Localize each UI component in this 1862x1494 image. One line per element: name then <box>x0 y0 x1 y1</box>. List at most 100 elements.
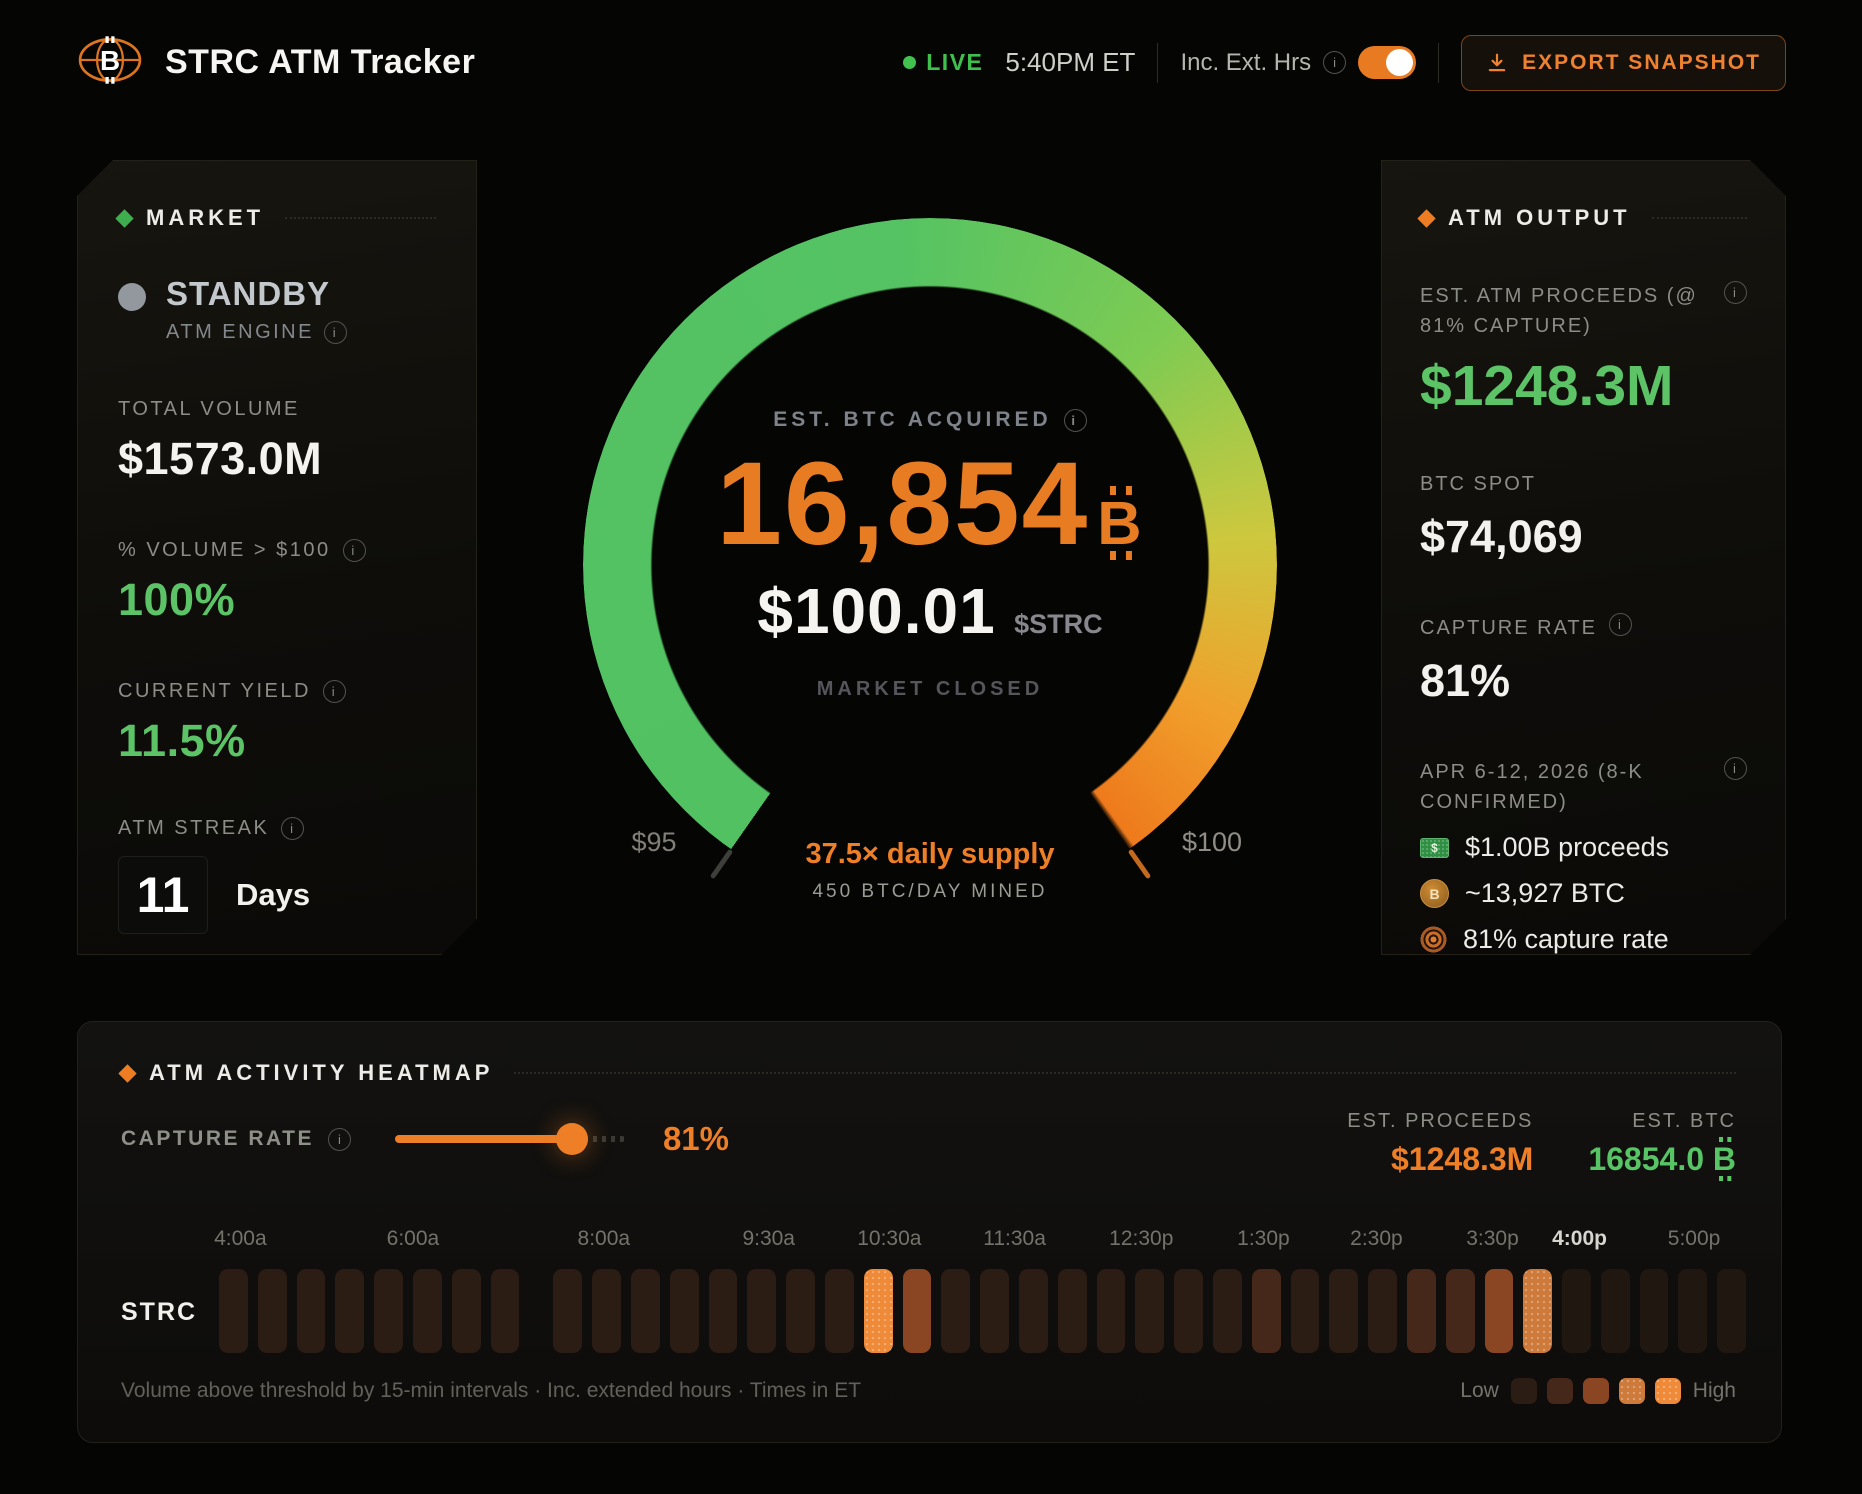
week-item-capture: 81% capture rate <box>1420 924 1747 955</box>
heatmap-cell <box>980 1269 1009 1353</box>
slider-fill <box>394 1135 573 1143</box>
info-icon[interactable] <box>1724 757 1747 780</box>
info-icon[interactable] <box>1609 613 1632 636</box>
legend-high-label: High <box>1692 1379 1736 1402</box>
est-proceeds-stat: EST. ATM PROCEEDS (@ 81% CAPTURE) $1248.… <box>1420 281 1747 419</box>
ext-hours-toggle[interactable] <box>1358 46 1417 79</box>
btc-spot-value: $74,069 <box>1420 511 1583 562</box>
heatmap-cell <box>786 1269 815 1353</box>
current-yield-value: 11.5% <box>118 715 246 766</box>
streak-unit-label: Days <box>236 877 311 912</box>
engine-status-label: ATM ENGINE <box>166 321 314 343</box>
time-tick-label: 12:30p <box>1109 1227 1174 1250</box>
est-proceeds-label: EST. ATM PROCEEDS (@ 81% CAPTURE) <box>1420 285 1698 337</box>
info-icon[interactable] <box>343 539 366 562</box>
est-proceeds-summary-label: EST. PROCEEDS <box>1347 1110 1534 1132</box>
week-item-proceeds: $ $1.00B proceeds <box>1420 832 1747 863</box>
info-icon[interactable] <box>1323 51 1347 74</box>
price-gauge-arc <box>583 218 1277 912</box>
top-bar: B STRC ATM Tracker LIVE 5:40PM ET Inc. E… <box>77 0 1786 125</box>
capture-rate-pct: 81% <box>662 1120 730 1157</box>
heatmap-legend: Low High <box>1460 1378 1736 1404</box>
btc-mined-label: 450 BTC/DAY MINED <box>812 881 1048 902</box>
time-tick-label: 3:30p <box>1466 1227 1519 1250</box>
market-panel: MARKET STANDBY ATM ENGINE TOTAL VOLUME $… <box>77 160 477 955</box>
gauge-title: EST. BTC ACQUIRED <box>773 408 1052 431</box>
atm-output-title: ATM OUTPUT <box>1448 205 1631 230</box>
bitcoin-coin-icon: B <box>1420 879 1449 908</box>
divider <box>1438 42 1440 83</box>
week-item-btc: B ~13,927 BTC <box>1420 878 1747 909</box>
heatmap-header: ATM ACTIVITY HEATMAP <box>118 1060 1736 1086</box>
gauge-min-label: $95 <box>631 827 677 857</box>
legend-swatch <box>1510 1378 1537 1404</box>
info-icon[interactable] <box>1063 408 1087 432</box>
legend-swatch <box>1582 1378 1609 1404</box>
toggle-knob[interactable] <box>1386 49 1414 76</box>
standby-dot-icon <box>118 283 146 311</box>
pct-volume-label: % VOLUME > $100 <box>118 539 331 561</box>
heatmap-cell <box>592 1269 621 1353</box>
heatmap-cell <box>1445 1269 1475 1353</box>
current-yield-label: CURRENT YIELD <box>118 680 311 702</box>
market-status-label: MARKET CLOSED <box>816 678 1044 701</box>
target-icon <box>1420 926 1447 953</box>
heatmap-cell <box>1174 1269 1203 1353</box>
clock: 5:40PM ET <box>1005 47 1136 77</box>
heatmap-cell <box>1096 1269 1126 1353</box>
atm-engine-status: STANDBY ATM ENGINE <box>118 275 436 344</box>
heatmap-row-label: STRC <box>121 1298 198 1326</box>
est-btc-summary-value: 16854.0 B <box>1588 1137 1736 1181</box>
time-tick-label: 6:00a <box>386 1227 440 1250</box>
heatmap-cell <box>374 1269 403 1353</box>
dotted-rule <box>514 1072 1736 1074</box>
heatmap-cell <box>1484 1269 1514 1353</box>
info-icon[interactable] <box>281 817 304 840</box>
heatmap-cell <box>1212 1269 1242 1353</box>
info-icon[interactable] <box>323 680 346 703</box>
bitcoin-sign: B <box>1712 1137 1736 1181</box>
bitcoin-sign: B <box>1097 486 1144 561</box>
capture-rate-slider[interactable] <box>394 1123 625 1155</box>
info-icon[interactable] <box>324 321 347 344</box>
est-proceeds-summary-value: $1248.3M <box>1391 1141 1534 1177</box>
cash-icon: $ <box>1420 838 1449 858</box>
heatmap-cell <box>219 1269 248 1353</box>
live-label: LIVE <box>926 49 984 75</box>
heatmap-cell <box>1329 1269 1359 1353</box>
atm-activity-heatmap-panel: ATM ACTIVITY HEATMAP CAPTURE RATE 81% ES… <box>77 1021 1782 1443</box>
svg-text:B: B <box>100 45 120 76</box>
heatmap-footnote: Volume above threshold by 15-min interva… <box>121 1379 862 1402</box>
heatmap-time-axis: 4:00a 6:00a 8:00a 9:30a 10:30a 11:30a 12:30p 1:… <box>214 1227 1746 1253</box>
export-snapshot-button[interactable]: EXPORT SNAPSHOT <box>1461 34 1786 91</box>
heatmap-cell <box>1600 1269 1630 1353</box>
time-tick-label: 10:30a <box>857 1227 922 1250</box>
daily-supply-note: 37.5× daily supply 450 BTC/DAY MINED <box>705 838 1155 903</box>
top-bar-right: LIVE 5:40PM ET Inc. Ext. Hrs EXPORT SNAP… <box>903 34 1786 91</box>
slider-knob[interactable] <box>556 1123 589 1155</box>
dotted-rule <box>285 217 436 219</box>
supply-multiple-label: 37.5× daily supply <box>805 838 1055 870</box>
week-btc-text: ~13,927 BTC <box>1465 878 1625 908</box>
market-panel-title: MARKET <box>146 205 265 230</box>
heatmap-cell <box>1562 1269 1591 1353</box>
info-icon[interactable] <box>327 1127 351 1151</box>
current-yield-stat: CURRENT YIELD 11.5% <box>118 680 436 767</box>
orange-diamond-icon <box>118 1063 137 1083</box>
info-icon[interactable] <box>1724 281 1747 304</box>
time-tick-label: 8:00a <box>577 1227 631 1250</box>
heatmap-cell <box>863 1269 893 1353</box>
heatmap-cell <box>335 1269 365 1353</box>
week-capture-text: 81% capture rate <box>1463 924 1669 954</box>
streak-days-box: 11 <box>118 856 208 934</box>
heatmap-cell <box>412 1269 442 1353</box>
legend-swatch <box>1654 1378 1681 1404</box>
heatmap-cell <box>630 1269 660 1353</box>
atm-streak-stat: ATM STREAK 11 Days <box>118 817 436 934</box>
ext-hours-control: Inc. Ext. Hrs <box>1180 46 1417 79</box>
dotted-rule <box>1652 217 1747 219</box>
live-dot-icon <box>903 56 917 69</box>
heatmap-cell <box>490 1269 520 1353</box>
heatmap-cell <box>747 1269 777 1353</box>
capture-rate-slider-label: CAPTURE RATE <box>121 1127 314 1150</box>
